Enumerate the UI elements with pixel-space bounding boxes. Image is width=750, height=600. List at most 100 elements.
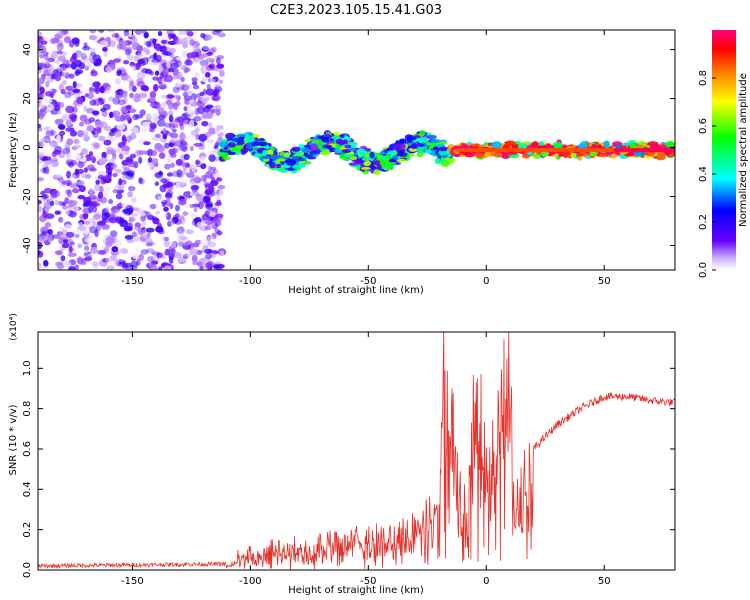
colorbar-ticks: 0.0 0.2 0.4 0.6 0.8	[698, 70, 716, 278]
heatmap-cell	[86, 60, 91, 69]
y-tick-label: 0.2	[22, 522, 33, 538]
heatmap-cell	[153, 52, 158, 60]
heatmap-cell	[70, 61, 77, 70]
heatmap-cell	[156, 252, 163, 259]
colorbar-tick-label: 0.0	[698, 262, 709, 278]
heatmap-cell	[108, 96, 115, 102]
heatmap-cell	[163, 122, 172, 128]
heatmap-cell	[39, 86, 45, 95]
heatmap-cell	[71, 37, 80, 45]
heatmap-cell	[44, 207, 49, 213]
heatmap-cell	[198, 145, 206, 150]
heatmap-cell	[168, 148, 176, 155]
heatmap-cell	[56, 264, 65, 270]
heatmap-cell	[166, 94, 175, 99]
heatmap-cell	[184, 59, 193, 66]
heatmap-cell	[69, 241, 76, 246]
heatmap-cell	[208, 241, 217, 248]
heatmap-cell	[136, 71, 146, 80]
heatmap-cell	[132, 254, 139, 259]
heatmap-cell	[90, 68, 96, 75]
heatmap-cell	[193, 142, 203, 147]
heatmap-cell	[61, 242, 70, 249]
heatmap-cell	[103, 246, 110, 252]
heatmap-cell	[114, 32, 120, 38]
heatmap-cell	[106, 149, 115, 155]
heatmap-cell	[670, 148, 675, 152]
heatmap-cell	[98, 30, 105, 33]
heatmap-cell	[205, 225, 212, 231]
heatmap-cell	[102, 103, 111, 111]
heatmap-cell	[440, 160, 450, 167]
heatmap-cell	[150, 96, 156, 103]
heatmap-cell	[147, 148, 153, 157]
heatmap-cell	[172, 214, 178, 220]
heatmap-cell	[236, 133, 246, 138]
heatmap-cell	[310, 143, 318, 151]
heatmap-cell	[43, 259, 48, 266]
heatmap-cell	[610, 153, 617, 159]
heatmap-cell	[152, 112, 159, 121]
heatmap-cell	[119, 217, 125, 224]
heatmap-cell	[505, 140, 516, 146]
heatmap-cell	[133, 234, 140, 243]
heatmap-cell	[170, 137, 180, 142]
heatmap-cell	[51, 50, 59, 59]
heatmap-cell	[154, 181, 160, 186]
heatmap-cell	[38, 141, 44, 148]
heatmap-cell	[104, 185, 112, 192]
heatmap-cell	[415, 143, 425, 147]
heatmap-cell	[150, 61, 159, 66]
heatmap-cell	[67, 238, 74, 246]
heatmap-cell	[194, 71, 199, 78]
heatmap-cell	[118, 178, 123, 186]
heatmap-cell	[252, 133, 261, 138]
snr-ylabel: SNR (10 * v/v)	[8, 404, 19, 475]
spectrogram-panel: -150 -100 -50 0 50 -40 -20 0 20 40 Height of stra…	[8, 29, 676, 296]
heatmap-cell	[101, 110, 108, 117]
heatmap-cell	[52, 69, 59, 75]
heatmap-cell	[136, 150, 146, 155]
heatmap-cell	[72, 106, 78, 113]
heatmap-cell	[196, 93, 201, 98]
heatmap-cell	[126, 54, 134, 61]
heatmap-cell	[144, 238, 153, 244]
heatmap-cell	[156, 222, 162, 230]
heatmap-cell	[167, 110, 174, 115]
heatmap-cell	[200, 32, 206, 39]
heatmap-cell	[176, 230, 185, 238]
heatmap-cell	[77, 168, 84, 175]
heatmap-cell	[53, 124, 58, 132]
heatmap-cell	[128, 83, 133, 92]
heatmap-cell	[86, 107, 95, 114]
heatmap-cell	[206, 234, 212, 242]
heatmap-cell	[115, 239, 121, 247]
heatmap-cell	[64, 71, 70, 80]
heatmap-cell	[107, 30, 115, 33]
heatmap-cell	[56, 134, 61, 143]
heatmap-cell	[169, 47, 176, 54]
x-tick-label: -50	[360, 276, 376, 287]
heatmap-cell	[92, 81, 101, 88]
heatmap-cell	[97, 191, 104, 199]
heatmap-cell	[84, 256, 93, 262]
heatmap-cell	[79, 185, 86, 193]
heatmap-cell	[138, 177, 143, 184]
heatmap-cell	[151, 157, 159, 165]
heatmap-cell	[430, 139, 441, 143]
heatmap-cell	[83, 167, 88, 173]
heatmap-cell	[82, 45, 91, 51]
heatmap-cell	[186, 52, 195, 59]
heatmap-cell	[159, 72, 165, 80]
heatmap-cell	[97, 249, 106, 255]
x-tick-label: -100	[239, 276, 262, 287]
heatmap-cell	[165, 182, 171, 188]
heatmap-cell	[46, 64, 54, 71]
x-tick-label: 50	[598, 576, 611, 587]
heatmap-cell	[65, 231, 75, 238]
heatmap-cell	[157, 195, 166, 203]
heatmap-cell	[88, 117, 96, 123]
heatmap-cell	[102, 257, 110, 263]
heatmap-cell	[190, 184, 200, 191]
heatmap-cell	[92, 213, 101, 220]
